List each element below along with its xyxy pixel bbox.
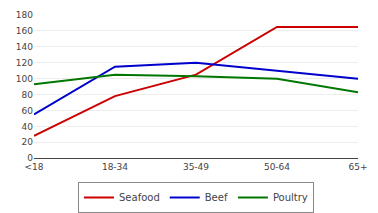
svg-text:180: 180 (16, 10, 33, 20)
svg-text:100: 100 (16, 74, 33, 84)
svg-text:18-34: 18-34 (102, 162, 128, 172)
svg-text:120: 120 (16, 58, 33, 68)
svg-text:50-64: 50-64 (264, 162, 290, 172)
svg-text:Poultry: Poultry (273, 192, 308, 203)
svg-text:<18: <18 (25, 162, 44, 172)
svg-text:80: 80 (22, 90, 34, 100)
svg-text:60: 60 (22, 106, 34, 116)
svg-text:35-49: 35-49 (183, 162, 209, 172)
svg-text:160: 160 (16, 26, 33, 36)
svg-text:40: 40 (22, 122, 34, 132)
svg-text:65+: 65+ (349, 162, 368, 172)
svg-text:20: 20 (22, 137, 34, 147)
svg-text:Seafood: Seafood (119, 192, 160, 203)
svg-text:140: 140 (16, 42, 33, 52)
svg-text:0: 0 (27, 153, 33, 163)
svg-text:Beef: Beef (205, 192, 228, 203)
